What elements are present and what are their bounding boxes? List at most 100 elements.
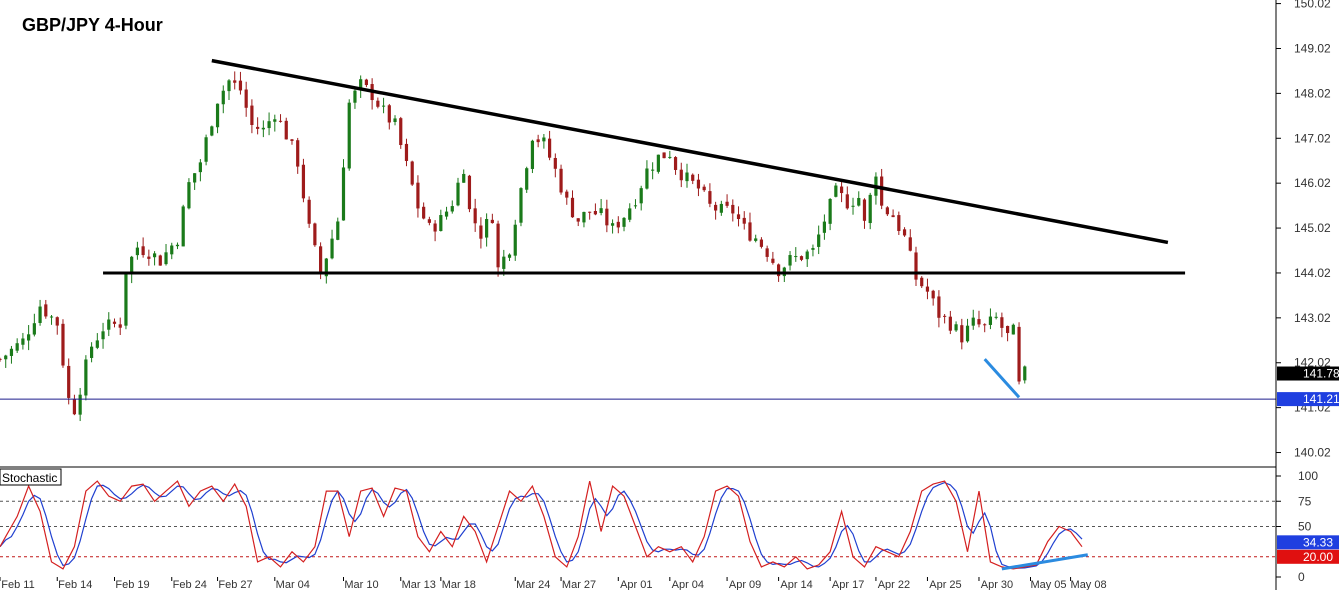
candle-body	[473, 208, 477, 224]
candle-body	[513, 224, 517, 256]
candle-body	[467, 175, 472, 210]
candle-body	[891, 215, 895, 218]
candle-body	[565, 191, 569, 198]
date-tick-label: May 05	[1030, 579, 1066, 590]
stochastic-tick-label: 75	[1298, 494, 1312, 508]
candle-body	[908, 237, 912, 251]
candle-body	[215, 103, 220, 128]
candle-body	[765, 248, 769, 257]
price-tick-label: 143.02	[1294, 311, 1331, 325]
candle-body	[135, 247, 139, 256]
candle-body	[805, 251, 809, 260]
date-tick-label: Apr 01	[620, 579, 652, 590]
candle-body	[376, 100, 380, 107]
candle-body	[227, 80, 231, 92]
candle-body	[0, 358, 2, 360]
last-price-badge-bg	[1277, 366, 1339, 381]
price-pane: GBP/JPY 4-Hour	[0, 15, 1276, 422]
candle-body	[651, 169, 655, 171]
candle-body	[948, 316, 952, 331]
candle-body	[72, 399, 77, 415]
candle-body	[319, 246, 323, 275]
date-tick-label: Apr 30	[981, 579, 1013, 590]
candle-body	[393, 118, 397, 122]
candle-body	[897, 215, 901, 231]
candle-body	[845, 194, 849, 209]
candle-body	[971, 317, 975, 326]
candle-body	[639, 188, 643, 204]
candle-body	[702, 186, 706, 191]
stochastic-label: Stochastic	[2, 471, 57, 485]
candle-body	[267, 121, 271, 129]
candle-body	[152, 253, 157, 258]
candle-body	[839, 186, 844, 194]
candle-body	[868, 194, 872, 224]
price-tick-label: 149.02	[1294, 41, 1331, 55]
candle-body	[576, 218, 580, 222]
candle-body	[141, 246, 145, 256]
candle-body	[444, 211, 449, 217]
candle-body	[15, 343, 19, 351]
candle-body	[771, 258, 775, 263]
date-tick-label: Feb 27	[218, 579, 252, 590]
candle-body	[828, 198, 832, 224]
candle-body	[490, 219, 494, 224]
candle-body	[485, 218, 489, 238]
candle-body	[914, 252, 918, 280]
candle-body	[696, 179, 701, 189]
candle-body	[736, 214, 741, 220]
candle-body	[502, 256, 506, 269]
stochastic-label-box	[0, 468, 62, 486]
candle-body	[731, 204, 735, 214]
candle-body	[164, 252, 168, 265]
date-tick-label: Feb 24	[173, 579, 207, 590]
candle-body	[55, 317, 59, 326]
candle-body	[364, 79, 368, 86]
candle-body	[193, 173, 197, 183]
candle-body	[307, 199, 311, 224]
date-tick-label: Apr 09	[729, 579, 761, 590]
candle-body	[656, 154, 660, 172]
candle-body	[456, 182, 460, 206]
candle-body	[130, 256, 134, 274]
candle-body	[673, 157, 678, 170]
stochastic-divergence-line	[1001, 553, 1088, 571]
candle-body	[95, 340, 99, 348]
candle-body	[1000, 317, 1004, 328]
candle-body	[107, 319, 111, 330]
candle-body	[610, 223, 615, 226]
candle-body	[336, 221, 340, 240]
candle-body	[61, 323, 65, 366]
x-axis: Feb 11 Feb 14 Feb 19 Feb 24 Feb 27 Mar 04 Mar …	[0, 577, 1107, 590]
candle-body	[49, 316, 54, 318]
candle-body	[422, 206, 426, 219]
candle-body	[822, 221, 826, 233]
date-tick-label: Mar 18	[442, 579, 476, 590]
candle-body	[925, 286, 930, 292]
date-tick-label: Apr 17	[832, 579, 864, 590]
candle-body	[777, 264, 781, 277]
price-tick-label: 142.02	[1294, 356, 1331, 370]
candle-body	[101, 331, 105, 340]
candle-body	[507, 254, 512, 258]
date-tick-label: Mar 10	[344, 579, 378, 590]
candle-body	[278, 120, 283, 122]
price-tick-label: 144.02	[1294, 266, 1331, 280]
candle-body	[381, 105, 386, 107]
candle-body	[21, 338, 25, 345]
date-tick-label: Mar 24	[516, 579, 550, 590]
candle-body	[605, 208, 609, 226]
candle-body	[84, 359, 88, 396]
candle-body	[645, 168, 649, 189]
candle-body	[582, 211, 586, 223]
candle-body	[256, 126, 260, 129]
candle-body	[290, 139, 294, 141]
candle-body	[1023, 366, 1027, 381]
stochastic-pane: Stochastic	[0, 468, 1276, 571]
candle-body	[525, 168, 529, 190]
date-tick-label: Mar 04	[276, 579, 310, 590]
candle-body	[44, 304, 48, 317]
candle-body	[124, 273, 128, 326]
